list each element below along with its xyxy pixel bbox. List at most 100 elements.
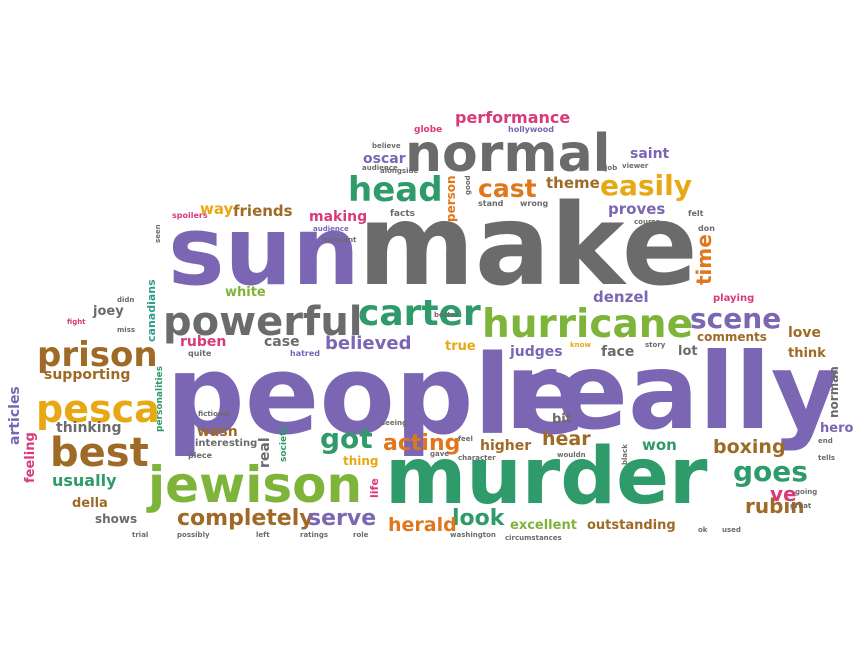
- word-used: used: [722, 526, 741, 534]
- word-friends: friends: [233, 202, 293, 220]
- word-real: real: [257, 437, 273, 468]
- word-true: true: [445, 339, 476, 354]
- word-way: way: [200, 200, 234, 218]
- word-possibly: possibly: [177, 531, 210, 539]
- word-supporting: supporting: [44, 367, 131, 383]
- word-end: end: [818, 437, 833, 445]
- word-cast: cast: [478, 174, 537, 203]
- word-quite: quite: [188, 349, 212, 358]
- word-left: left: [256, 531, 270, 539]
- word-hurricane: hurricane: [482, 302, 694, 347]
- word-judges: judges: [510, 344, 563, 360]
- word-character: character: [458, 454, 496, 462]
- word-easily: easily: [600, 169, 692, 202]
- word-best: best: [50, 430, 149, 476]
- word-ve: ve: [770, 482, 797, 506]
- word-time: time: [692, 234, 716, 285]
- word-joey: joey: [93, 304, 124, 319]
- word-circumstances: circumstances: [505, 534, 562, 542]
- word-case: case: [264, 334, 300, 350]
- word-role: role: [353, 531, 369, 539]
- word-thing: thing: [343, 454, 379, 468]
- word-shows: shows: [95, 512, 138, 526]
- word-hollywood: hollywood: [508, 125, 554, 134]
- word-felt: felt: [688, 209, 704, 218]
- word-tells: tells: [818, 454, 836, 462]
- word-going: going: [795, 488, 818, 496]
- word-won: won: [642, 436, 677, 454]
- word-articles: articles: [7, 386, 23, 445]
- word-piece: piece: [188, 451, 213, 460]
- word-don: don: [698, 224, 715, 233]
- word-theme: theme: [546, 174, 600, 192]
- word-performance: performance: [455, 108, 571, 127]
- word-head: head: [348, 170, 443, 210]
- word-boxing: boxing: [713, 436, 786, 458]
- word-denzel: denzel: [593, 288, 649, 306]
- word-lot: lot: [678, 344, 698, 359]
- word-face: face: [601, 344, 635, 360]
- word-prison: prison: [37, 335, 158, 375]
- word-excellent: excellent: [510, 518, 577, 533]
- word-pesca: pesca: [36, 387, 160, 431]
- word-thinking: thinking: [56, 420, 122, 436]
- word-white: white: [225, 285, 266, 300]
- word-saint: saint: [630, 146, 670, 162]
- word-wouldn: wouldn: [557, 451, 586, 459]
- word-ratings: ratings: [300, 531, 329, 539]
- word-feeling: feeling: [23, 432, 38, 483]
- word-society: society: [279, 425, 289, 462]
- word-life: life: [368, 478, 381, 498]
- word-think: think: [788, 346, 826, 361]
- word-goes: goes: [733, 455, 808, 488]
- word-got: got: [320, 422, 373, 455]
- word-great: great: [790, 502, 812, 510]
- word-murder: murder: [385, 432, 708, 522]
- word-job: job: [605, 164, 618, 172]
- word-trial: trial: [132, 531, 149, 539]
- word-ruben: ruben: [180, 334, 227, 350]
- word-person: person: [444, 175, 458, 222]
- word-people: people: [166, 331, 586, 459]
- word-oscar: oscar: [363, 151, 406, 167]
- word-completely: completely: [177, 506, 314, 531]
- word-course: course: [634, 218, 661, 226]
- word-know: know: [570, 341, 591, 349]
- word-look: look: [452, 506, 505, 531]
- word-proves: proves: [608, 200, 666, 218]
- word-playing: playing: [713, 293, 755, 304]
- word-really: really: [505, 331, 840, 453]
- word-normal: normal: [405, 124, 611, 184]
- word-didn: didn: [117, 296, 135, 304]
- word-hatred: hatred: [290, 349, 321, 358]
- word-globe: globe: [414, 125, 443, 135]
- word-seeing: seeing: [381, 419, 408, 427]
- word-black: black: [621, 444, 629, 465]
- word-gave: gave: [430, 450, 450, 458]
- word-sun: sun: [168, 197, 360, 307]
- word-spoilers: spoilers: [172, 211, 208, 220]
- word-miss: miss: [117, 326, 136, 334]
- word-ok: ok: [698, 526, 708, 534]
- word-acting: acting: [383, 431, 461, 456]
- word-comments: comments: [697, 330, 767, 344]
- word-norman: norman: [827, 366, 841, 418]
- word-outstanding: outstanding: [587, 518, 676, 533]
- word-story: story: [645, 341, 666, 349]
- word-love: love: [788, 325, 822, 341]
- word-better: better: [434, 311, 459, 319]
- word-making: making: [309, 209, 368, 225]
- word-fictional: fictional: [198, 410, 230, 418]
- word-viewer: viewer: [622, 162, 649, 170]
- word-carter: carter: [358, 293, 481, 334]
- word-alongside: alongside: [380, 167, 419, 175]
- word-audience: audience: [362, 164, 398, 172]
- word-wasn: wasn: [197, 424, 238, 440]
- word-hero: hero: [820, 421, 854, 436]
- word-interesting: interesting: [195, 438, 258, 449]
- word-higher: higher: [480, 438, 532, 454]
- word-powerful: powerful: [163, 299, 363, 345]
- word-hear: hear: [542, 428, 591, 450]
- word-personalities: personalities: [155, 365, 165, 432]
- word-fight: fight: [67, 318, 86, 326]
